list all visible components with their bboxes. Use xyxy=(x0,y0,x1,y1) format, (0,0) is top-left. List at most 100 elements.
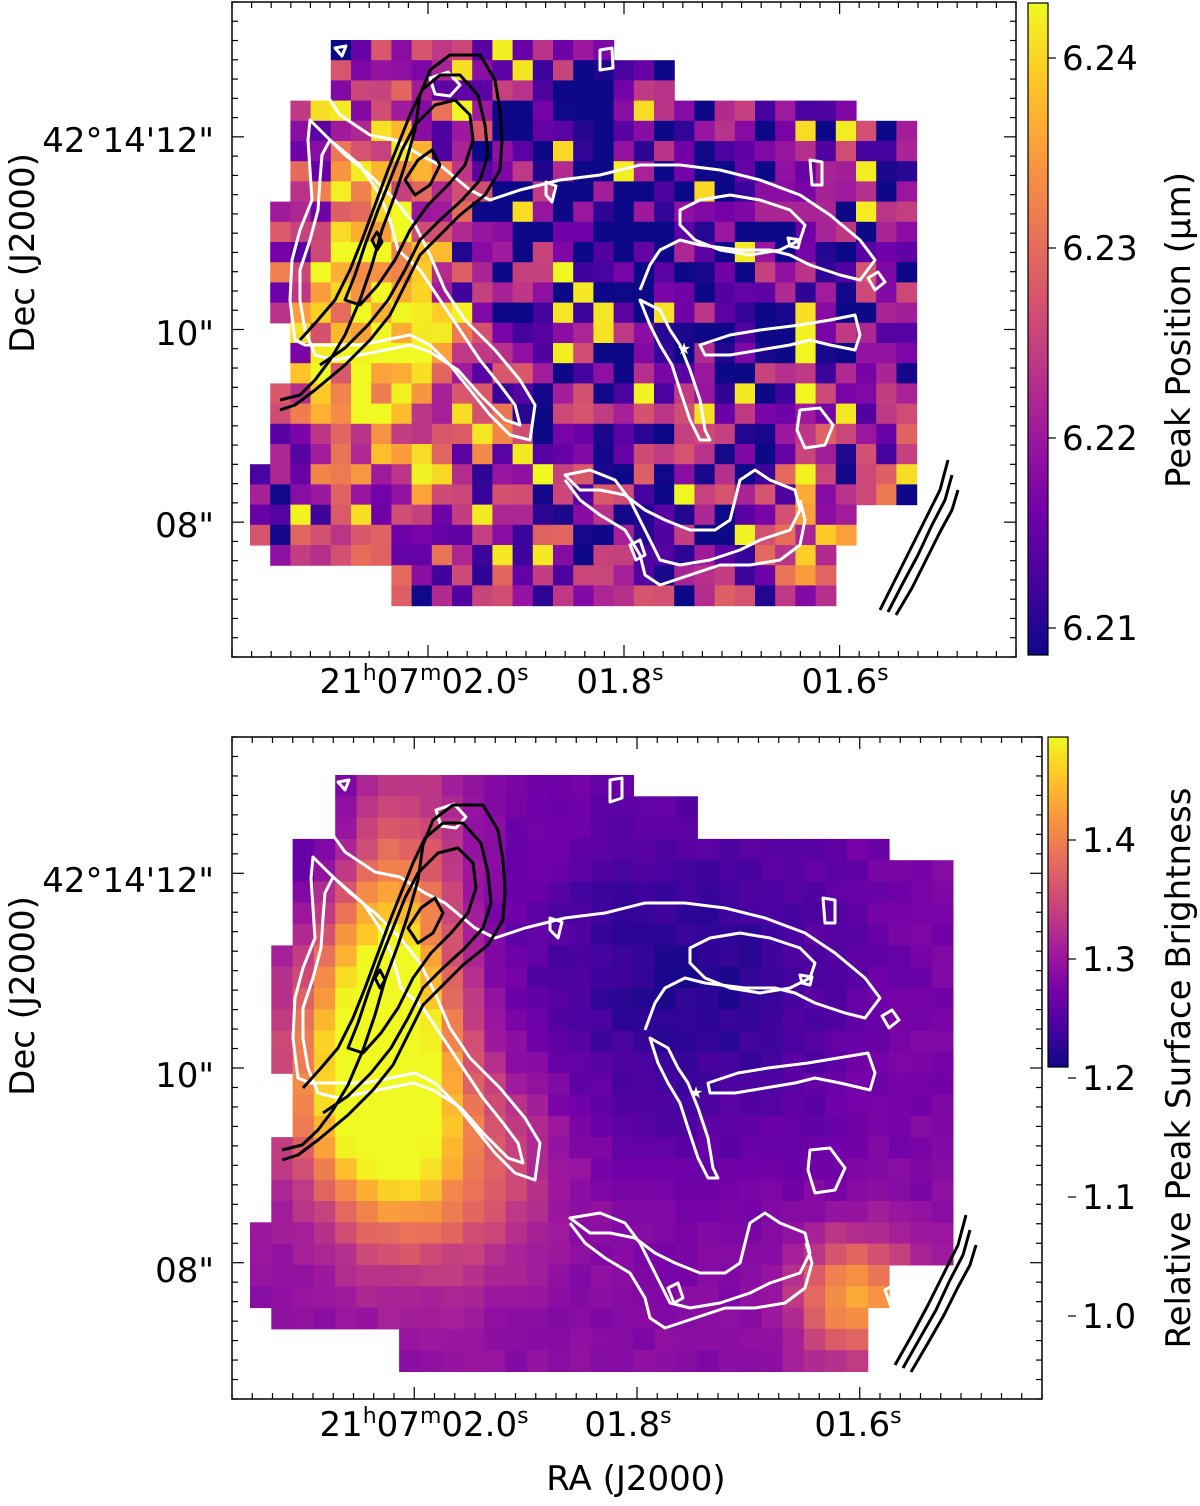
heatmap-cell xyxy=(931,1094,954,1117)
heatmap-cell xyxy=(569,1158,592,1181)
heatmap-cell xyxy=(532,484,554,506)
heatmap-cell xyxy=(377,1137,400,1159)
heatmap-cell xyxy=(856,343,877,364)
heatmap-cell xyxy=(290,484,312,506)
heatmap-cell xyxy=(782,1350,805,1372)
top-black-contours xyxy=(279,53,960,616)
heatmap-cell xyxy=(676,1243,698,1266)
heatmap-cell xyxy=(553,100,574,122)
heatmap-cell xyxy=(815,504,837,526)
heatmap-cell xyxy=(569,1179,592,1202)
heatmap-cell xyxy=(335,988,358,1010)
heatmap-cell xyxy=(371,464,392,485)
heatmap-cell xyxy=(676,1051,698,1074)
contour-white xyxy=(333,44,348,58)
heatmap-cell xyxy=(718,988,741,1010)
heatmap-cell xyxy=(270,242,291,263)
heatmap-cell xyxy=(377,817,400,840)
heatmap-cell xyxy=(492,242,514,263)
colorbar-tick-label: 1.0 xyxy=(1082,1297,1136,1337)
heatmap-cell xyxy=(452,423,473,445)
heatmap-cell xyxy=(612,1179,634,1202)
heatmap-cell xyxy=(896,322,918,344)
heatmap-cell xyxy=(313,1307,336,1330)
heatmap-cell xyxy=(351,545,372,566)
heatmap-cell xyxy=(755,141,776,162)
heatmap-cell xyxy=(782,1158,805,1181)
heatmap-cell xyxy=(441,1307,464,1330)
heatmap-cell xyxy=(441,902,464,925)
heatmap-cell xyxy=(654,302,675,324)
heatmap-cell xyxy=(472,444,493,465)
heatmap-cell xyxy=(775,282,796,304)
heatmap-cell xyxy=(633,966,656,989)
heatmap-cell xyxy=(654,1094,677,1117)
heatmap-cell xyxy=(526,966,549,989)
heatmap-cell xyxy=(613,565,635,586)
heatmap-cell xyxy=(484,988,507,1010)
heatmap-cell xyxy=(612,1073,634,1096)
heatmap-cell xyxy=(612,838,634,861)
heatmap-cell xyxy=(512,524,534,546)
heatmap-cell xyxy=(654,585,675,607)
heatmap-cell xyxy=(532,40,554,61)
heatmap-cell xyxy=(889,924,911,946)
heatmap-cell xyxy=(505,945,528,968)
heatmap-cell xyxy=(761,1222,784,1245)
heatmap-cell xyxy=(310,242,332,263)
heatmap-cell xyxy=(492,464,514,485)
heatmap-cell xyxy=(271,1137,294,1159)
heatmap-cell xyxy=(835,221,857,243)
heatmap-cell xyxy=(371,423,392,445)
heatmap-cell xyxy=(431,524,453,546)
heatmap-cell xyxy=(674,242,695,263)
heatmap-cell xyxy=(590,1201,613,1223)
heatmap-cell xyxy=(484,1201,507,1223)
heatmap-cell xyxy=(548,1201,571,1223)
heatmap-cell xyxy=(931,1158,954,1181)
contour-white xyxy=(568,1211,812,1310)
heatmap-cell xyxy=(739,1137,762,1159)
heatmap-cell xyxy=(775,141,796,162)
heatmap-cell xyxy=(846,1051,869,1074)
heatmap-cell xyxy=(441,1264,464,1287)
heatmap-cell xyxy=(441,1115,464,1138)
contour-white xyxy=(314,86,877,291)
heatmap-cell xyxy=(835,100,857,122)
heatmap-cell xyxy=(548,945,571,968)
heatmap-cell xyxy=(593,80,615,102)
heatmap-cell xyxy=(553,141,574,162)
heatmap-cell xyxy=(739,1094,762,1117)
heatmap-cell xyxy=(734,262,756,283)
heatmap-cell xyxy=(270,302,291,324)
heatmap-cell xyxy=(856,201,877,223)
heatmap-cell xyxy=(613,464,635,485)
heatmap-cell xyxy=(654,1009,677,1032)
heatmap-cell xyxy=(633,322,655,344)
heatmap-cell xyxy=(271,1264,294,1287)
heatmap-cell xyxy=(654,1222,677,1245)
heatmap-cell xyxy=(431,423,453,445)
heatmap-cell xyxy=(815,464,837,485)
heatmap-cell xyxy=(782,1328,805,1351)
heatmap-cell xyxy=(654,363,675,384)
heatmap-cell xyxy=(613,403,635,425)
heatmap-cell xyxy=(313,1286,336,1309)
heatmap-cell xyxy=(512,504,534,526)
heatmap-cell xyxy=(910,1094,933,1117)
heatmap-cell xyxy=(472,322,493,344)
heatmap-cell xyxy=(846,1222,869,1245)
heatmap-cell xyxy=(931,1115,954,1138)
heatmap-cell xyxy=(505,1051,528,1074)
heatmap-cell xyxy=(835,120,857,142)
heatmap-cell xyxy=(391,585,413,607)
heatmap-cell xyxy=(755,201,776,223)
heatmap-cell xyxy=(613,504,635,526)
heatmap-cell xyxy=(910,1073,933,1096)
heatmap-cell xyxy=(633,902,656,925)
contour-black xyxy=(343,98,475,307)
heatmap-cell xyxy=(330,524,352,546)
heatmap-cell xyxy=(795,282,817,304)
heatmap-cell xyxy=(846,1243,869,1266)
bottom-heatmap xyxy=(250,775,954,1372)
